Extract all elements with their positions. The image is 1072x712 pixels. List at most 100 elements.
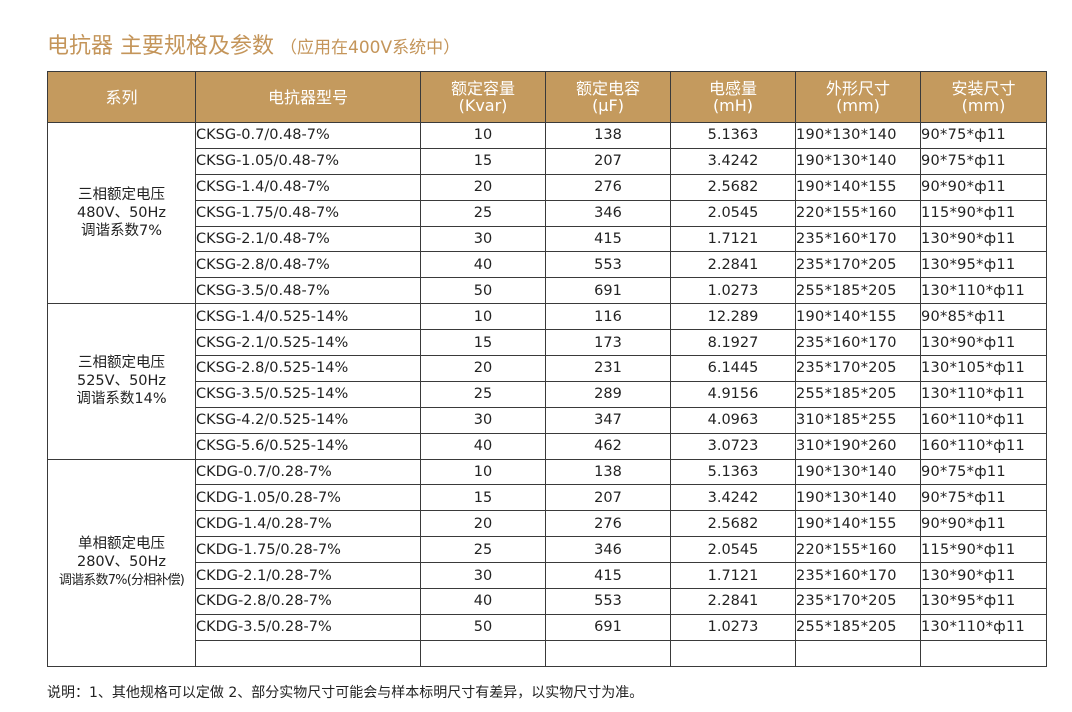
dimensions-cell: 310*190*260 (795, 432, 921, 460)
mounting-cell: 90*90*ф11 (920, 510, 1047, 538)
capacitance-cell: 415 (545, 225, 671, 253)
inductance-cell: 3.4242 (670, 484, 796, 512)
inductance-cell: 2.0545 (670, 199, 796, 227)
mounting-cell: 130*90*ф11 (920, 562, 1047, 590)
capacity-cell: 50 (420, 613, 546, 641)
dimensions-cell (795, 639, 921, 667)
inductance-cell: 2.2841 (670, 588, 796, 615)
series-cell: 三相额定电压 525V、50Hz 调谐系数14% (47, 303, 196, 460)
capacity-cell: 30 (420, 406, 546, 434)
capacitance-cell: 116 (545, 303, 671, 331)
inductance-cell: 5.1363 (670, 458, 796, 486)
header-capacity: 额定容量 (Kvar) (420, 71, 546, 123)
header-dimensions: 外形尺寸 (mm) (795, 71, 921, 123)
dimensions-cell: 255*185*205 (795, 380, 921, 408)
mounting-cell: 90*75*ф11 (920, 458, 1047, 486)
capacity-cell: 15 (420, 484, 546, 512)
inductance-cell: 3.0723 (670, 432, 796, 460)
series-line: 三相额定电压 (78, 187, 165, 204)
capacity-cell: 40 (420, 588, 546, 615)
page-title: 电抗器 主要规格及参数 （应用在400V系统中） (47, 31, 460, 63)
model-cell: CKDG-0.7/0.28-7% (195, 458, 421, 486)
table-row: 单相额定电压 280V、50Hz 调谐系数7%(分相补偿) CKDG-0.7/0.28… (47, 458, 1047, 667)
table-row: CKDG-2.8/0.28-7% 40 553 2.2841 235*170*205 13… (48, 588, 1047, 615)
mounting-cell: 90*90*ф11 (920, 173, 1047, 201)
mounting-cell: 115*90*ф11 (920, 536, 1047, 564)
mounting-cell: 160*110*ф11 (920, 406, 1047, 434)
title-subtitle: （应用在400V系统中） (280, 38, 461, 58)
mounting-cell: 130*105*ф11 (920, 355, 1047, 382)
mounting-cell: 130*90*ф11 (920, 225, 1047, 253)
capacity-cell: 25 (420, 199, 546, 227)
table-row: CKDG-1.05/0.28-7% 15 207 3.4242 190*130*140 9… (48, 484, 1047, 512)
table-row: CKSG-1.75/0.48-7% 25 346 2.0545 220*155*160 1… (48, 199, 1047, 227)
capacitance-cell: 276 (545, 173, 671, 201)
dimensions-cell: 235*170*205 (795, 251, 921, 279)
dimensions-cell: 220*155*160 (795, 536, 921, 564)
capacity-cell: 25 (420, 380, 546, 408)
inductance-cell: 3.4242 (670, 147, 796, 175)
model-cell: CKSG-2.8/0.48-7% (195, 251, 421, 279)
capacity-cell (420, 639, 546, 667)
inductance-cell: 1.7121 (670, 225, 796, 253)
model-cell: CKDG-1.05/0.28-7% (195, 484, 421, 512)
model-cell: CKSG-0.7/0.48-7% (195, 122, 421, 149)
header-mounting-unit: (mm) (961, 96, 1006, 115)
footnote: 说明：1、其他规格可以定做 2、部分实物尺寸可能会与样本标明尺寸有差异，以实物尺… (47, 685, 644, 701)
capacitance-cell: 347 (545, 406, 671, 434)
model-cell: CKSG-2.1/0.48-7% (195, 225, 421, 253)
table-row: CKSG-1.4/0.48-7% 20 276 2.5682 190*140*155 90… (48, 173, 1047, 201)
dimensions-cell: 235*170*205 (795, 588, 921, 615)
series-line: 三相额定电压 (78, 355, 165, 372)
capacitance-cell: 173 (545, 329, 671, 357)
capacitance-cell: 276 (545, 510, 671, 538)
dimensions-cell: 190*140*155 (795, 173, 921, 201)
capacitance-cell (545, 639, 671, 667)
table-row: CKSG-3.5/0.48-7% 50 691 1.0273 255*185*205 13… (48, 277, 1047, 305)
dimensions-cell: 310*185*255 (795, 406, 921, 434)
table-row: CKSG-5.6/0.525-14% 40 462 3.0723 310*190*260… (48, 432, 1047, 460)
inductance-cell (670, 639, 796, 667)
table-row (48, 639, 1047, 667)
model-cell: CKDG-1.4/0.28-7% (195, 510, 421, 538)
mounting-cell: 130*95*ф11 (920, 588, 1047, 615)
capacitance-cell: 138 (545, 458, 671, 486)
capacitance-cell: 462 (545, 432, 671, 460)
dimensions-cell: 190*130*140 (795, 147, 921, 175)
table-row: CKSG-2.8/0.48-7% 40 553 2.2841 235*170*205 13… (48, 251, 1047, 279)
inductance-cell: 2.5682 (670, 173, 796, 201)
title-text: 电抗器 主要规格及参数 (47, 34, 274, 59)
capacity-cell: 10 (420, 122, 546, 149)
series-cell: 三相额定电压 480V、50Hz 调谐系数7% (47, 121, 196, 305)
table-row: 三相额定电压 480V、50Hz 调谐系数7% CKSG-0.7/0.48-7% 10 1… (47, 121, 1047, 305)
capacitance-cell: 289 (545, 380, 671, 408)
model-cell (195, 639, 421, 667)
header-dimensions-label: 外形尺寸 (825, 79, 890, 98)
table-row: CKSG-2.1/0.48-7% 30 415 1.7121 235*160*170 13… (48, 225, 1047, 253)
table-row: CKSG-4.2/0.525-14% 30 347 4.0963 310*185*255… (48, 406, 1047, 434)
series-line: 480V、50Hz (76, 205, 167, 222)
capacitance-cell: 207 (545, 484, 671, 512)
mounting-cell: 90*85*ф11 (920, 303, 1047, 331)
table-row: CKSG-1.05/0.48-7% 15 207 3.4242 190*130*140 9… (48, 147, 1047, 175)
mounting-cell: 130*110*ф11 (920, 380, 1047, 408)
capacity-cell: 20 (420, 510, 546, 538)
header-capacitance-unit: (μF) (592, 96, 624, 115)
dimensions-cell: 235*170*205 (795, 355, 921, 382)
spec-table-body: 三相额定电压 480V、50Hz 调谐系数7% CKSG-0.7/0.48-7% 10 1… (47, 121, 1047, 667)
capacitance-cell: 207 (545, 147, 671, 175)
dimensions-cell: 255*185*205 (795, 277, 921, 305)
dimensions-cell: 190*140*155 (795, 303, 921, 331)
series-line: 280V、50Hz (76, 554, 167, 571)
capacity-cell: 40 (420, 251, 546, 279)
dimensions-cell: 235*160*170 (795, 562, 921, 590)
capacity-cell: 30 (420, 562, 546, 590)
header-inductance: 电感量 (mH) (670, 71, 796, 123)
dimensions-cell: 190*130*140 (795, 484, 921, 512)
mounting-cell: 130*110*ф11 (920, 613, 1047, 641)
series-line: 调谐系数7% (80, 223, 162, 240)
table-row: 三相额定电压 525V、50Hz 调谐系数14% CKSG-1.4/0.525-14%… (47, 303, 1047, 460)
model-cell: CKSG-1.75/0.48-7% (195, 199, 421, 227)
inductance-cell: 8.1927 (670, 329, 796, 357)
model-cell: CKDG-1.75/0.28-7% (195, 536, 421, 564)
